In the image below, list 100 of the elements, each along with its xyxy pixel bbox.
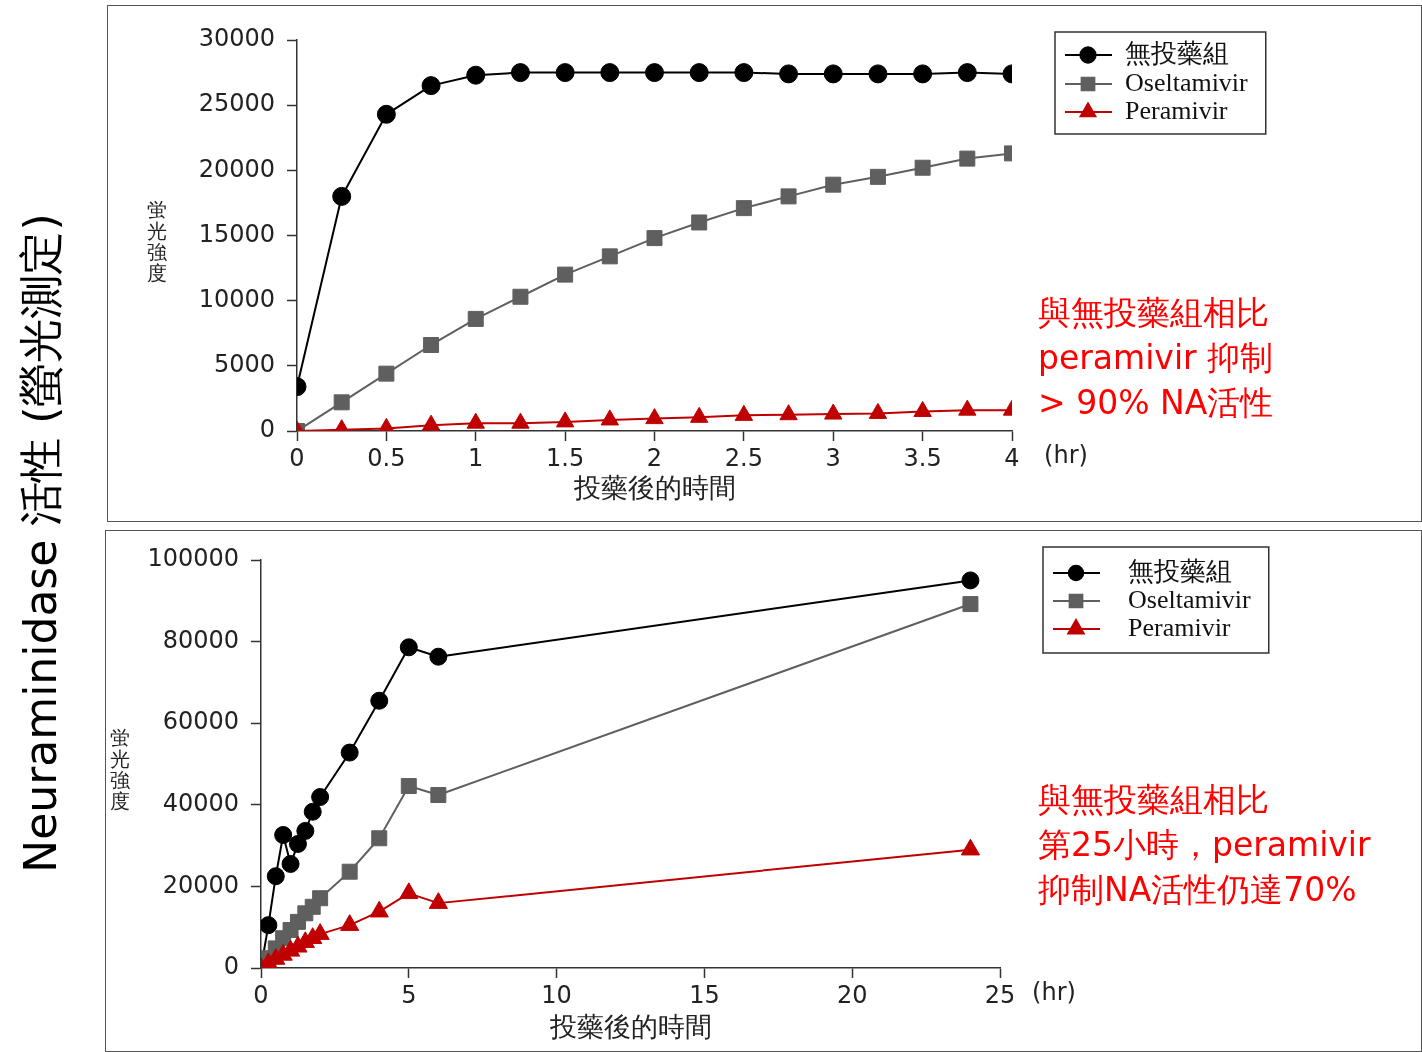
point — [689, 63, 709, 83]
x-tick-label: 1.5 — [546, 443, 585, 472]
y-tick-label: 60000 — [162, 707, 239, 736]
point — [780, 188, 797, 205]
point — [645, 408, 664, 425]
x-tick-label: 3.5 — [903, 443, 942, 472]
point — [913, 64, 933, 84]
point — [466, 412, 485, 429]
point — [399, 882, 419, 900]
point — [340, 743, 359, 762]
point — [957, 63, 977, 83]
x-tick-label: 3 — [825, 443, 841, 472]
point — [959, 150, 976, 167]
y-tick-label: 10000 — [198, 284, 275, 313]
x-axis-title: 投藥後的時間 — [572, 471, 736, 503]
y-tick-label: 15000 — [198, 219, 275, 248]
point — [466, 65, 486, 85]
x-tick-label: 15 — [689, 980, 720, 1009]
point — [421, 414, 441, 431]
y-axis-title: 蛍光強度 — [109, 726, 130, 813]
point — [600, 63, 620, 83]
point — [400, 778, 417, 795]
point — [555, 411, 575, 428]
point — [369, 900, 389, 918]
point — [261, 916, 278, 935]
legend-label: 無投藥組 — [1125, 38, 1229, 68]
x-tick-label: 0.5 — [367, 443, 406, 472]
point — [779, 404, 798, 421]
text: (hr) — [1044, 441, 1088, 470]
legend-label: Oseltamivir — [1128, 584, 1252, 614]
point — [779, 64, 799, 84]
point — [428, 892, 448, 909]
x-tick-label: 10 — [541, 980, 572, 1009]
point — [646, 230, 663, 247]
point — [296, 821, 315, 840]
point — [429, 647, 448, 666]
x-tick-label: 4 — [1004, 443, 1020, 472]
point — [430, 787, 447, 803]
point — [311, 788, 330, 807]
point — [824, 403, 843, 420]
point — [868, 64, 888, 84]
y-tick-label: 25000 — [198, 89, 275, 118]
text: (hr) — [1032, 978, 1076, 1007]
y-tick-label: 20000 — [198, 154, 275, 183]
point — [378, 365, 395, 382]
y-tick-label: 30000 — [198, 24, 275, 53]
point — [690, 406, 709, 423]
point — [962, 596, 979, 613]
text: 與無投藥組相比第25小時，peramivir抑制NA活性仍達70% — [1038, 779, 1372, 911]
legend-label: Oseltamivir — [1125, 67, 1249, 97]
point — [823, 64, 843, 84]
point — [825, 176, 842, 193]
y-tick-label: 5000 — [213, 350, 275, 379]
point — [341, 863, 358, 880]
point — [512, 288, 529, 305]
point — [960, 838, 981, 856]
x-tick-label: 5 — [401, 980, 417, 1009]
y-tick-label: 80000 — [162, 625, 239, 654]
y-tick-label: 40000 — [162, 789, 239, 818]
y-axis-title: 蛍光強度 — [146, 198, 167, 285]
point — [340, 914, 360, 931]
point — [600, 409, 619, 426]
point — [734, 63, 754, 83]
point — [399, 638, 418, 657]
point — [868, 402, 888, 419]
y-tick-label: 0 — [223, 952, 239, 981]
point — [281, 854, 300, 873]
point — [332, 186, 352, 206]
point — [913, 400, 932, 417]
point — [371, 830, 388, 847]
point — [510, 63, 530, 83]
point — [734, 404, 754, 421]
point — [423, 336, 440, 353]
legend-label: 無投藥組 — [1128, 556, 1232, 586]
point — [312, 890, 329, 907]
point — [421, 76, 441, 96]
point — [511, 412, 530, 429]
point — [274, 825, 293, 844]
x-tick-label: 2.5 — [724, 443, 763, 472]
legend-label: Peramivir — [1128, 612, 1231, 642]
point — [555, 63, 575, 83]
point — [303, 802, 322, 821]
x-tick-label: 25 — [984, 980, 1016, 1009]
y-tick-label: 0 — [259, 415, 275, 444]
point — [691, 214, 708, 231]
point — [958, 399, 977, 416]
point — [266, 867, 285, 886]
point — [376, 104, 396, 124]
point — [961, 571, 980, 590]
y-tick-label: 20000 — [162, 870, 239, 899]
x-tick-label: 0 — [289, 443, 305, 472]
point — [601, 248, 618, 265]
legend-label: Peramivir — [1125, 95, 1228, 125]
text: Neuraminidase 活性 (螢光測定) — [14, 213, 66, 873]
point — [869, 168, 886, 185]
x-tick-label: 2 — [646, 443, 663, 472]
x-tick-label: 20 — [836, 980, 868, 1009]
x-axis-title: 投藥後的時間 — [548, 1010, 712, 1042]
point — [370, 691, 389, 710]
point — [735, 200, 752, 217]
